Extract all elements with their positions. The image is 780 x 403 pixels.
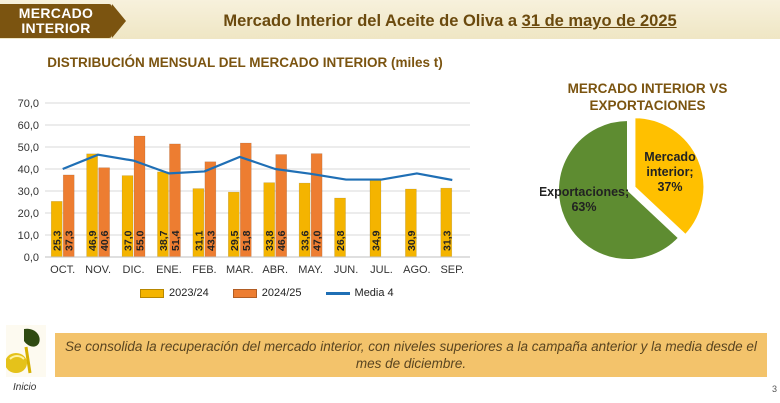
plot-area (45, 103, 470, 257)
bar-chart-legend: 2023/24 2024/25 Media 4 (140, 286, 418, 300)
bar-data-label: 37,3 (64, 230, 76, 251)
bar-data-label: 51,4 (170, 230, 182, 251)
pie-label-export-line1: Exportaciones; (540, 185, 629, 199)
pie-label-interior-line1: Mercado (644, 150, 696, 164)
y-tick-label: 70,0 (18, 98, 39, 110)
y-tick-label: 10,0 (18, 230, 39, 242)
bar-data-label: 37,0 (123, 230, 135, 251)
x-tick-label: ENE. (156, 264, 182, 276)
bar-series: 25,3 46,9 37,0 38,7 31,1 29,5 33,8 33,6 26,8 34,9… (50, 135, 453, 258)
bar-chart-title: DISTRIBUCIÓN MENSUAL DEL MERCADO INTERIO… (47, 55, 443, 70)
legend-label-2023-24: 2023/24 (169, 287, 209, 299)
x-tick-label: MAR. (226, 264, 254, 276)
pie-slice-mercado-interior (633, 116, 706, 237)
legend-label-media: Media 4 (354, 287, 394, 299)
section-tag-arrow-icon (112, 4, 126, 38)
bar-data-label: 25,3 (52, 230, 64, 251)
legend-item-2023-24: 2023/24 (140, 287, 209, 299)
page-title-prefix: Mercado Interior del Aceite de Oliva a (223, 12, 522, 30)
bar-data-label: 46,6 (276, 230, 288, 251)
x-tick-label: FEB. (192, 264, 216, 276)
section-tag-line2: INTERIOR (21, 20, 91, 36)
section-tag-line1: MERCADO (18, 5, 94, 21)
page-title: Mercado Interior del Aceite de Oliva a 3… (130, 12, 770, 31)
legend-swatch-media (325, 291, 350, 295)
bar-data-label: 47,0 (312, 230, 324, 251)
bar-data-label: 40,6 (99, 230, 111, 251)
y-axis-ticks: 0,0 10,0 20,0 30,0 40,0 50,0 60,0 70,0 (18, 98, 39, 264)
legend-label-2024-25: 2024/25 (261, 287, 302, 299)
y-tick-label: 60,0 (18, 120, 39, 132)
gridlines (45, 102, 470, 258)
x-tick-label: JUN. (334, 264, 358, 276)
x-tick-label: NOV. (85, 264, 111, 276)
bar-data-label: 26,8 (335, 230, 347, 251)
legend-item-2024-25: 2024/25 (232, 287, 302, 299)
olive-oil-icon (6, 325, 46, 377)
x-tick-label: JUL. (370, 264, 393, 276)
section-tag: MERCADO INTERIOR (0, 4, 112, 38)
legend-swatch-2024-25 (232, 288, 257, 298)
y-tick-label: 20,0 (18, 208, 39, 220)
x-tick-label: ABR. (262, 264, 288, 276)
page-number: 3 (772, 384, 778, 394)
summary-note: Se consolida la recuperación del mercado… (55, 333, 767, 377)
x-tick-label: AGO. (403, 264, 431, 276)
pie-slice-exportaciones (557, 118, 681, 261)
page-title-date: 31 de mayo de 2025 (521, 12, 677, 30)
bar-data-label: 46,9 (87, 230, 99, 251)
pie-label-interior-line2: interior; (646, 165, 693, 179)
media-line-series (62, 153, 453, 182)
bar-data-label: 33,6 (300, 230, 312, 251)
bar-data-label: 55,0 (135, 230, 147, 251)
media-4-line (62, 153, 453, 182)
pie-chart-title: MERCADO INTERIOR VS EXPORTACIONES (567, 81, 728, 113)
x-tick-label: DIC. (123, 264, 145, 276)
y-tick-label: 0,0 (24, 252, 39, 264)
header-band (0, 0, 780, 39)
inicio-link[interactable]: Inicio (13, 382, 37, 393)
bar-data-label: 33,8 (264, 230, 276, 251)
pie-slices (557, 116, 706, 261)
x-tick-label: SEP. (440, 264, 464, 276)
y-tick-label: 30,0 (18, 186, 39, 198)
y-tick-label: 40,0 (18, 164, 39, 176)
bar-data-label: 43,3 (205, 230, 217, 251)
bar-data-label: 29,5 (229, 230, 241, 251)
x-tick-label: OCT. (50, 264, 75, 276)
bar-data-label: 30,9 (406, 230, 418, 251)
bar-data-label: 31,3 (441, 230, 453, 251)
pie-label-interior-line3: 37% (657, 180, 682, 194)
bar-data-label: 51,8 (241, 230, 253, 251)
bar-data-label: 34,9 (370, 230, 382, 251)
pie-chart: Mercado interior; 37% Exportaciones; 63% (540, 116, 706, 261)
y-tick-label: 50,0 (18, 142, 39, 154)
pie-label-export-line2: 63% (571, 200, 596, 214)
x-axis-ticks: OCT. NOV. DIC. ENE. FEB. MAR. ABR. MAY. JUN. JUL.… (45, 256, 470, 276)
legend-swatch-2023-24 (140, 288, 164, 298)
bar-data-label: 38,7 (158, 230, 170, 251)
bar-data-label: 31,1 (193, 230, 205, 251)
legend-item-media: Media 4 (325, 287, 394, 299)
x-tick-label: MAY. (298, 264, 323, 276)
